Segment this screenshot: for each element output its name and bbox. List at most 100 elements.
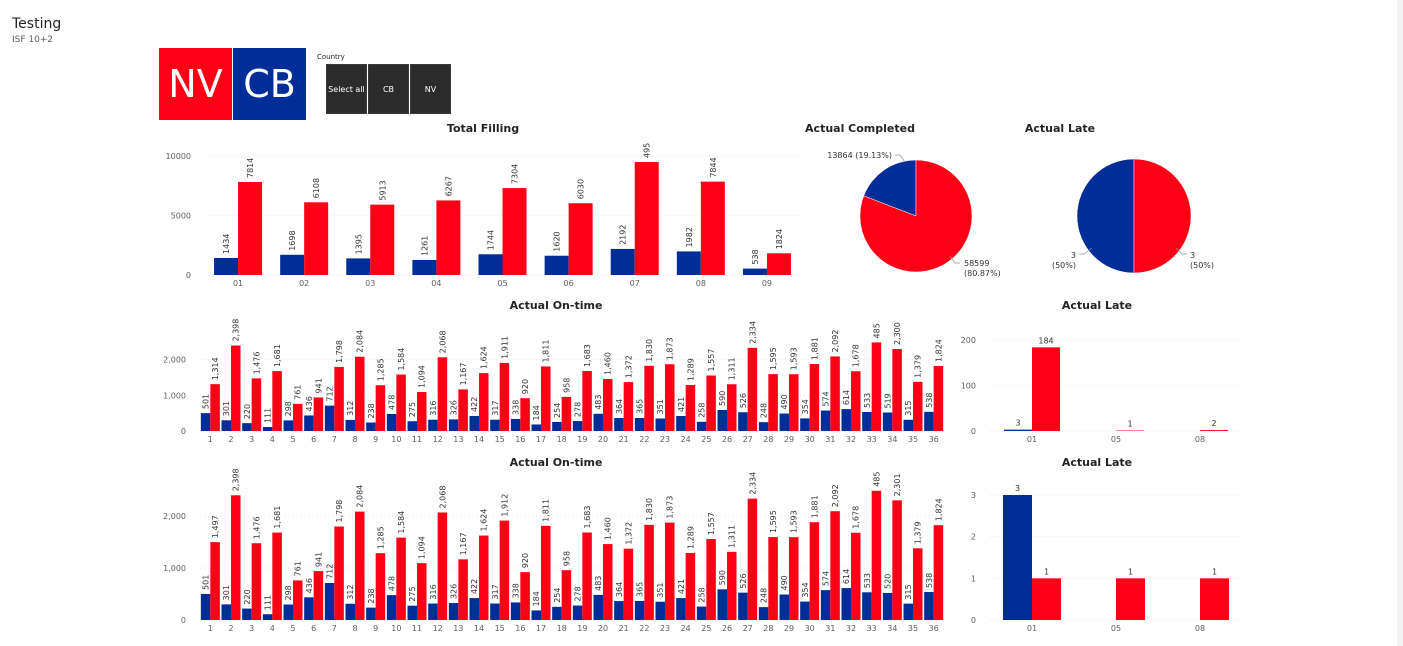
actual_ontime_1-data-label: 1,285 [376,358,385,381]
total_filling-data-label: 1824 [775,229,784,249]
actual_ontime_1-xtick-label: 25 [701,435,711,444]
actual_ontime_1-data-label: 490 [780,394,789,409]
actual_ontime_2-bar [717,589,727,620]
slicer-nv-button[interactable]: NV [410,64,451,114]
actual_ontime_2-bar [623,548,634,620]
actual_ontime_1-bar [251,378,262,431]
actual_ontime_2-bar [603,544,613,620]
actual_ontime_1-bar [200,413,211,431]
actual_ontime_1-data-label: 483 [594,395,603,410]
actual_ontime_1-data-label: 1,824 [934,339,943,362]
actual_ontime_1-bar [924,411,934,431]
actual_ontime_1-bar [685,385,696,431]
actual_late_bar_1-ytick-label: 0 [971,427,976,436]
actual_ontime_2-xtick-label: 12 [433,624,443,633]
actual_ontime_2-bar [882,592,893,620]
total_filling-ytick-label: 0 [186,271,191,280]
actual_ontime_1-data-label: 2,300 [893,322,902,345]
actual_ontime_2-xtick-label: 17 [536,624,546,633]
slicer-select-all-button[interactable]: Select all [326,64,367,114]
actual_ontime_1-bar [582,371,592,431]
actual_ontime_1-bar [375,385,386,431]
slicer-cb-button[interactable]: CB [368,64,409,114]
actual_late_pie-title: Actual Late [1025,122,1095,135]
actual_ontime_1-xtick-label: 21 [619,435,629,444]
actual_ontime_1-bar [531,424,541,431]
actual_ontime_2-bar [313,571,324,620]
total_filling-bar [478,254,503,275]
actual_ontime_2-bar [696,606,707,620]
actual_ontime_1-xtick-label: 14 [474,435,484,444]
actual-late-bar-chart-1[interactable]: Actual Late 0 100 200 01 3 184 05 1 08 2 [950,295,1245,457]
actual_late_bar_1-ytick-label: 100 [961,382,976,391]
actual_ontime_2-data-label: 1,873 [666,496,675,519]
actual_ontime_2-data-label: 1,311 [728,525,737,548]
actual_late_bar_2-data-label: 3 [1015,484,1020,493]
total_filling-data-label: 7814 [246,158,255,178]
actual-completed-pie-chart[interactable]: Actual Completed 13864 (19.13%) 58599 (80.8… [800,118,1000,298]
actual_ontime_1-bar [561,396,572,431]
actual_ontime_1-xtick-label: 5 [290,435,295,444]
total_filling-bar [370,204,395,275]
actual_ontime_2-bar [499,520,510,620]
actual_ontime_1-bar [510,418,521,431]
actual_ontime_2-bar [862,592,872,620]
actual_ontime_2-data-label: 1,912 [500,494,509,517]
actual-ontime-chart-1[interactable]: Actual On-time 0 1,000 2,000 1 501 1,314 2 301 2,… [160,295,950,457]
actual_ontime_1-bar [789,374,799,431]
actual_ontime_2-title: Actual On-time [510,456,603,469]
total_filling-bar [346,258,371,275]
actual_late_pie-slice-value: 3 [1190,251,1195,260]
actual_ontime_1-data-label: 574 [822,391,831,406]
actual_ontime_2-data-label: 478 [388,576,397,591]
actual_ontime_2-xtick-label: 6 [311,624,316,633]
actual_ontime_2-xtick-label: 7 [332,624,337,633]
total-filling-chart[interactable]: Total Filling 0 5000 10000 01 1434 7814 02 1698 6… [160,118,805,298]
actual_ontime_2-data-label: 2,084 [356,485,365,508]
actual_ontime_1-data-label: 1,873 [666,337,675,360]
actual_ontime_1-data-label: 478 [388,395,397,410]
actual_ontime_2-ytick-label: 0 [181,616,186,625]
actual_ontime_2-bar [903,603,913,620]
actual_ontime_2-data-label: 574 [822,571,831,586]
actual_late_bar_1-xtick-label: 05 [1111,435,1121,444]
actual_ontime_1-bar [623,382,634,431]
actual_ontime_1-data-label: 364 [615,399,624,414]
actual_ontime_1-data-label: 184 [532,405,541,420]
total_filling-bar [280,254,305,275]
actual_ontime_2-data-label: 338 [512,583,521,598]
actual_ontime_1-xtick-label: 3 [249,435,254,444]
actual_ontime_1-data-label: 941 [314,378,323,393]
actual_late_bar_2-xtick-label: 05 [1111,624,1121,633]
actual_late_bar_1-data-label: 3 [1015,419,1020,428]
actual_ontime_1-xtick-label: 8 [352,435,357,444]
actual_ontime_1-data-label: 1,595 [769,347,778,370]
actual_ontime_2-xtick-label: 8 [352,624,357,633]
actual-late-pie-chart[interactable]: Actual Late 3 (50%) 3 (50%) [1010,118,1220,298]
actual_ontime_1-data-label: 326 [450,400,459,415]
actual_ontime_2-bar [242,608,252,620]
actual_ontime_2-bar [779,594,789,620]
actual_ontime_1-bar [696,421,707,431]
total_filling-xtick-label: 02 [299,279,309,288]
actual_ontime_1-xtick-label: 10 [391,435,401,444]
actual_ontime_2-data-label: 2,398 [232,468,241,491]
actual_ontime_1-data-label: 338 [512,400,521,415]
actual_ontime_2-bar [531,610,541,620]
actual_late_bar_1-xtick-label: 01 [1027,435,1037,444]
actual_ontime_1-xtick-label: 13 [453,435,463,444]
actual_ontime_1-data-label: 1,379 [914,355,923,378]
actual-ontime-chart-2[interactable]: Actual On-time 0 1,000 2,000 1 501 1,497 2 301 2,… [160,452,950,642]
actual_ontime_2-bar [747,498,758,620]
actual_ontime_2-data-label: 1,595 [769,510,778,533]
actual_ontime_2-bar [355,511,365,620]
actual_ontime_2-xtick-label: 28 [763,624,773,633]
actual_ontime_1-bar [293,403,303,431]
total_filling-bar [502,188,527,275]
actual_ontime_2-data-label: 1,497 [211,515,220,538]
actual_ontime_1-bar [210,384,220,431]
actual_ontime_1-bar [614,418,624,431]
actual_ontime_1-data-label: 111 [264,408,273,423]
actual-late-bar-chart-2[interactable]: Actual Late 0 1 2 3 01 3 1 05 1 08 1 [950,452,1245,642]
actual_ontime_1-data-label: 1,683 [583,344,592,367]
